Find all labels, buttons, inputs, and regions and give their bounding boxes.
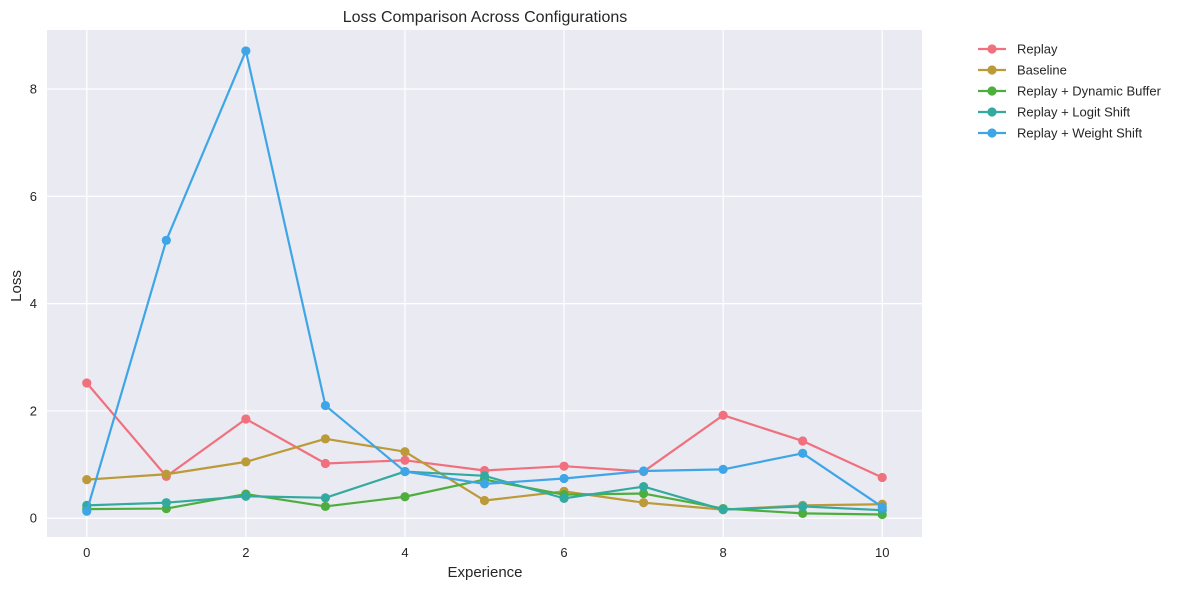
data-point bbox=[82, 506, 92, 516]
y-tick-label: 0 bbox=[30, 511, 37, 526]
legend-label: Replay + Logit Shift bbox=[1017, 105, 1130, 120]
legend-label: Replay bbox=[1017, 42, 1058, 57]
data-point bbox=[798, 448, 808, 458]
data-point bbox=[241, 46, 251, 56]
legend-item: Replay + Dynamic Buffer bbox=[978, 84, 1162, 99]
data-point bbox=[320, 434, 331, 444]
legend-item: Replay bbox=[978, 42, 1058, 57]
grid-lines bbox=[47, 30, 922, 537]
y-tick-label: 6 bbox=[30, 189, 37, 204]
data-point bbox=[82, 378, 92, 388]
data-point bbox=[718, 410, 728, 420]
data-point bbox=[638, 488, 649, 499]
data-point bbox=[718, 464, 728, 474]
data-point bbox=[400, 447, 410, 457]
legend-marker bbox=[987, 107, 997, 117]
data-point bbox=[320, 493, 331, 503]
legend-marker bbox=[987, 44, 997, 54]
series-group bbox=[82, 46, 887, 520]
data-point bbox=[241, 457, 251, 467]
data-point bbox=[320, 458, 331, 469]
data-point bbox=[718, 505, 728, 515]
data-point bbox=[798, 508, 808, 518]
data-point bbox=[479, 471, 490, 481]
y-tick-label: 4 bbox=[30, 296, 37, 311]
data-point bbox=[400, 492, 410, 502]
series-4 bbox=[82, 46, 887, 516]
data-point bbox=[161, 498, 171, 508]
data-point bbox=[400, 466, 410, 477]
legend: Replay Baseline Replay + Dynamic Buffer Rep… bbox=[978, 42, 1162, 141]
chart-title: Loss Comparison Across Configurations bbox=[343, 9, 628, 26]
x-tick-label: 10 bbox=[875, 545, 889, 560]
x-tick-label: 6 bbox=[560, 545, 567, 560]
x-tick-label: 2 bbox=[242, 545, 249, 560]
data-point bbox=[479, 479, 490, 489]
legend-label: Baseline bbox=[1017, 63, 1067, 78]
y-axis-ticks: 0 2 4 6 8 bbox=[30, 82, 37, 526]
y-axis-label: Loss bbox=[8, 270, 25, 302]
data-point bbox=[320, 501, 331, 512]
data-point bbox=[400, 455, 410, 465]
legend-label: Replay + Weight Shift bbox=[1017, 126, 1143, 141]
x-tick-label: 8 bbox=[720, 545, 727, 560]
plot-area bbox=[47, 30, 922, 537]
data-point bbox=[161, 235, 171, 245]
x-tick-label: 0 bbox=[83, 545, 90, 560]
data-point bbox=[559, 473, 569, 484]
data-point bbox=[241, 414, 251, 424]
data-point bbox=[638, 466, 649, 476]
legend-item: Baseline bbox=[978, 63, 1067, 78]
data-point bbox=[479, 495, 490, 506]
data-point bbox=[320, 400, 331, 411]
legend-marker bbox=[987, 86, 997, 96]
data-point bbox=[161, 469, 171, 479]
legend-item: Replay + Weight Shift bbox=[978, 126, 1143, 141]
y-tick-label: 2 bbox=[30, 403, 37, 418]
data-point bbox=[241, 491, 251, 501]
legend-marker bbox=[987, 65, 997, 75]
data-point bbox=[638, 481, 649, 492]
data-point bbox=[877, 472, 887, 483]
x-axis-ticks: 0 2 4 6 8 10 bbox=[83, 545, 889, 560]
data-point bbox=[559, 493, 569, 503]
legend-label: Replay + Dynamic Buffer bbox=[1017, 84, 1162, 99]
legend-marker bbox=[987, 128, 997, 138]
data-point bbox=[798, 436, 808, 446]
data-point bbox=[82, 474, 92, 485]
data-point bbox=[877, 502, 887, 512]
legend-item: Replay + Logit Shift bbox=[978, 105, 1130, 120]
data-point bbox=[638, 498, 649, 508]
x-tick-label: 4 bbox=[401, 545, 408, 560]
x-axis-label: Experience bbox=[447, 564, 522, 581]
data-point bbox=[559, 461, 569, 471]
y-tick-label: 8 bbox=[30, 82, 37, 97]
data-point bbox=[798, 501, 808, 512]
